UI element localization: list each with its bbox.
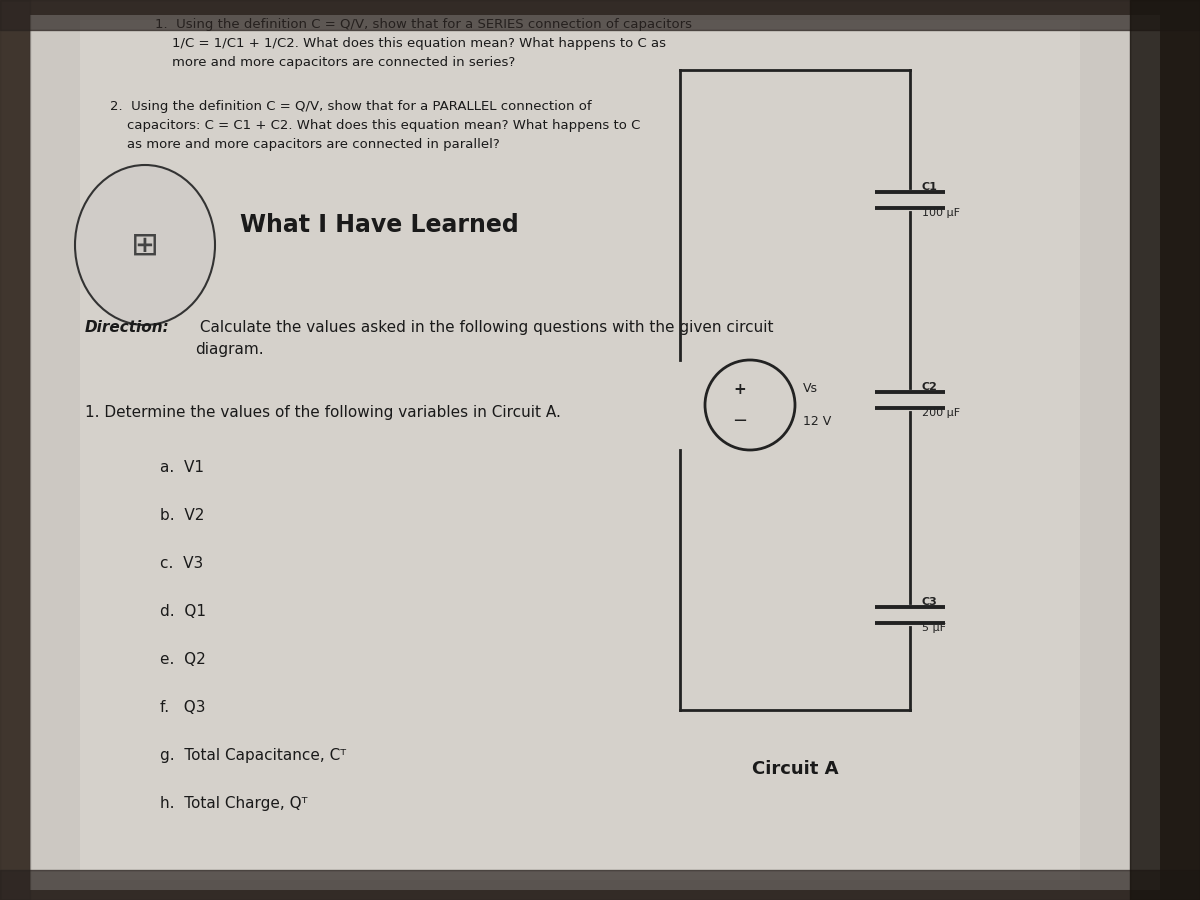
Text: ⊞: ⊞	[131, 229, 158, 262]
Text: Calculate the values asked in the following questions with the given circuit
dia: Calculate the values asked in the follow…	[194, 320, 774, 357]
FancyBboxPatch shape	[80, 20, 1080, 880]
Text: 1.  Using the definition C = Q/V, show that for a SERIES connection of capacitor: 1. Using the definition C = Q/V, show th…	[155, 18, 692, 69]
FancyBboxPatch shape	[30, 15, 1160, 890]
Text: h.  Total Charge, Qᵀ: h. Total Charge, Qᵀ	[160, 796, 307, 811]
Text: g.  Total Capacitance, Cᵀ: g. Total Capacitance, Cᵀ	[160, 748, 346, 763]
Text: C2: C2	[922, 382, 938, 392]
Text: C3: C3	[922, 597, 937, 607]
Text: 200 μF: 200 μF	[922, 408, 960, 418]
Text: f.   Q3: f. Q3	[160, 700, 205, 715]
Text: b.  V2: b. V2	[160, 508, 204, 523]
Text: d.  Q1: d. Q1	[160, 604, 206, 619]
Text: a.  V1: a. V1	[160, 460, 204, 475]
Text: C1: C1	[922, 182, 938, 192]
Text: Circuit A: Circuit A	[751, 760, 839, 778]
Text: e.  Q2: e. Q2	[160, 652, 205, 667]
Text: 100 μF: 100 μF	[922, 208, 960, 218]
Text: c.  V3: c. V3	[160, 556, 203, 571]
Text: −: −	[732, 412, 748, 430]
Text: 2.  Using the definition C = Q/V, show that for a PARALLEL connection of
    cap: 2. Using the definition C = Q/V, show th…	[110, 100, 641, 151]
Text: 1. Determine the values of the following variables in Circuit A.: 1. Determine the values of the following…	[85, 405, 560, 420]
Text: 12 V: 12 V	[803, 415, 832, 428]
Text: 5 μF: 5 μF	[922, 623, 946, 633]
Text: Vs: Vs	[803, 382, 818, 395]
Text: +: +	[733, 382, 746, 397]
Text: What I Have Learned: What I Have Learned	[240, 213, 518, 237]
Ellipse shape	[74, 165, 215, 325]
Text: Direction:: Direction:	[85, 320, 169, 335]
